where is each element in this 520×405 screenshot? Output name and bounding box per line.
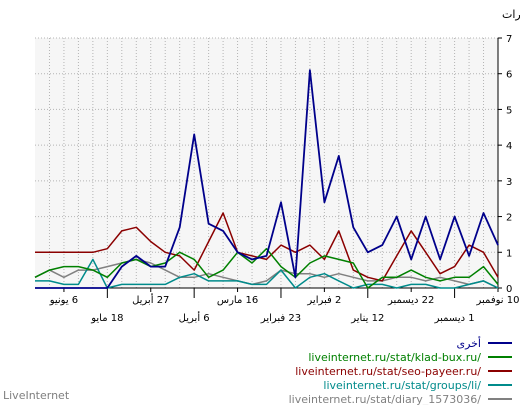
- x-tick-label: 12 يناير: [350, 313, 384, 324]
- x-tick-label: 22 ديسمبر: [387, 295, 434, 306]
- y-tick-label: 6: [506, 70, 512, 81]
- x-tick-label: 6 يونيو: [49, 295, 78, 306]
- x-tick-label: 23 فبراير: [260, 313, 301, 324]
- legend-label: liveinternet.ru/stat/groups/li/: [323, 379, 481, 392]
- plot-area: [35, 38, 498, 288]
- legend-label: liveinternet.ru/stat/klad-bux.ru/: [308, 351, 481, 364]
- y-tick-label: 4: [506, 141, 512, 152]
- axes: [35, 37, 502, 298]
- series-line-2: [35, 212, 499, 282]
- y-tick-label: 1: [506, 248, 512, 259]
- series-line-0: [35, 69, 499, 289]
- y-tick-label: 0: [506, 284, 512, 295]
- footer-brand: LiveInternet: [3, 389, 70, 402]
- series-line-3: [35, 258, 499, 289]
- y-axis-label: المرات: [502, 8, 520, 21]
- y-tick-labels: 0 1 2 3 4 5 6 7: [506, 34, 512, 295]
- x-tick-label: 1 ديسمبر: [434, 313, 475, 324]
- x-tick-label: 18 مايو: [90, 313, 123, 324]
- x-tick-label: 2 فبراير: [306, 295, 341, 306]
- legend-label: أخرى: [456, 336, 481, 350]
- x-tick-label: 27 أبريل: [132, 293, 169, 306]
- x-tick-label: 10 نوفمبر: [476, 295, 520, 306]
- legend: أخرىliveinternet.ru/stat/klad-bux.ru/liv…: [289, 336, 512, 405]
- y-tick-label: 3: [506, 177, 512, 188]
- y-tick-label: 2: [506, 213, 512, 224]
- x-tick-labels: 10 نوفمبر 22 ديسمبر 2 فبراير 16 مارس 27 أبري…: [49, 293, 520, 324]
- series-line-4: [34, 258, 499, 289]
- series-line-1: [34, 247, 499, 289]
- x-tick-label: 6 أبريل: [179, 311, 210, 324]
- grid: [35, 37, 498, 288]
- legend-label: liveinternet.ru/stat/diary_1573036/: [289, 393, 482, 405]
- x-tick-label: 16 مارس: [217, 295, 258, 306]
- legend-label: liveinternet.ru/stat/seo-payeer.ru/: [295, 365, 481, 378]
- series-lines: [34, 69, 499, 289]
- y-tick-label: 5: [506, 105, 512, 116]
- y-tick-label: 7: [506, 34, 512, 45]
